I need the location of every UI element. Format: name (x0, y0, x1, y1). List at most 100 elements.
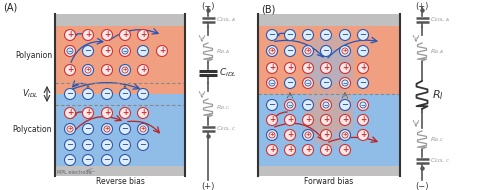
Text: −: − (322, 46, 330, 55)
Circle shape (304, 83, 354, 133)
Circle shape (284, 45, 296, 56)
Circle shape (138, 139, 148, 150)
FancyBboxPatch shape (258, 94, 400, 166)
FancyBboxPatch shape (55, 14, 185, 26)
Text: +: + (140, 30, 146, 39)
Circle shape (305, 80, 311, 86)
Text: +: + (269, 115, 275, 124)
Circle shape (320, 78, 332, 89)
Text: +: + (67, 108, 73, 117)
Circle shape (302, 63, 314, 74)
Circle shape (82, 108, 94, 119)
Text: +: + (68, 126, 72, 131)
Circle shape (320, 145, 332, 155)
Circle shape (82, 29, 94, 40)
Circle shape (320, 115, 332, 126)
Circle shape (284, 78, 296, 89)
Text: −: − (304, 30, 312, 39)
Circle shape (340, 100, 350, 111)
Circle shape (302, 115, 314, 126)
Circle shape (156, 45, 168, 56)
FancyBboxPatch shape (258, 26, 400, 94)
Text: +: + (323, 63, 329, 72)
Circle shape (269, 132, 275, 138)
Text: +: + (159, 46, 165, 55)
Text: $R_{B,A}$: $R_{B,A}$ (216, 48, 230, 56)
Text: −: − (288, 102, 292, 107)
Circle shape (287, 102, 293, 108)
Text: −: − (304, 100, 312, 109)
Circle shape (358, 130, 368, 140)
Circle shape (358, 115, 368, 126)
Circle shape (320, 130, 332, 140)
Text: +: + (305, 145, 311, 154)
Circle shape (64, 108, 76, 119)
Text: (−): (−) (201, 2, 215, 11)
Circle shape (269, 80, 275, 86)
Text: −: − (306, 80, 310, 85)
Text: $C_{IDL}$: $C_{IDL}$ (219, 67, 237, 79)
Circle shape (320, 63, 332, 74)
Circle shape (302, 100, 314, 111)
Text: +: + (342, 132, 347, 137)
Circle shape (82, 154, 94, 165)
Text: +: + (140, 126, 145, 131)
Text: −: − (104, 155, 110, 164)
Circle shape (266, 63, 278, 74)
Circle shape (122, 67, 128, 73)
Circle shape (320, 100, 332, 111)
Circle shape (302, 78, 314, 89)
Text: +: + (287, 130, 293, 139)
Circle shape (64, 89, 76, 100)
Text: $C_{EDL,A}$: $C_{EDL,A}$ (430, 16, 450, 24)
Text: +: + (342, 145, 348, 154)
Circle shape (358, 63, 368, 74)
Circle shape (64, 139, 76, 150)
Text: +: + (323, 115, 329, 124)
Text: $R_{B,C}$: $R_{B,C}$ (216, 104, 230, 112)
Circle shape (302, 45, 314, 56)
Circle shape (358, 45, 368, 56)
Circle shape (138, 124, 148, 135)
Text: −: − (324, 102, 328, 107)
Text: +: + (342, 115, 348, 124)
Text: −: − (84, 124, 91, 133)
Text: $C_{EDL,C}$: $C_{EDL,C}$ (216, 125, 236, 133)
Circle shape (340, 29, 350, 40)
Text: $C_{EDL,A}$: $C_{EDL,A}$ (216, 16, 236, 24)
Text: +: + (342, 63, 348, 72)
Text: +: + (67, 30, 73, 39)
Circle shape (284, 63, 296, 74)
Circle shape (102, 108, 112, 119)
Text: (+): (+) (416, 2, 428, 11)
Circle shape (104, 126, 110, 132)
Text: +: + (306, 48, 310, 53)
Text: −: − (122, 124, 128, 133)
Text: +: + (140, 65, 146, 74)
Text: +: + (342, 48, 347, 53)
Circle shape (340, 63, 350, 74)
Text: +: + (269, 63, 275, 72)
Circle shape (284, 29, 296, 40)
Circle shape (340, 130, 350, 140)
Text: +: + (122, 67, 128, 72)
Circle shape (120, 64, 130, 75)
Text: −: − (66, 140, 73, 149)
Circle shape (340, 78, 350, 89)
Text: Polyanion: Polyanion (15, 51, 52, 59)
Text: −: − (84, 155, 91, 164)
Circle shape (266, 145, 278, 155)
Text: −: − (84, 140, 91, 149)
Circle shape (138, 45, 148, 56)
Text: (+): (+) (202, 182, 214, 190)
Circle shape (284, 145, 296, 155)
Text: (−): (−) (415, 182, 429, 190)
Circle shape (340, 115, 350, 126)
Circle shape (64, 64, 76, 75)
Text: $R_I$: $R_I$ (432, 88, 444, 102)
Text: −: − (84, 89, 91, 98)
Circle shape (284, 100, 296, 111)
Circle shape (340, 145, 350, 155)
Text: (B): (B) (261, 5, 276, 15)
Circle shape (120, 29, 130, 40)
